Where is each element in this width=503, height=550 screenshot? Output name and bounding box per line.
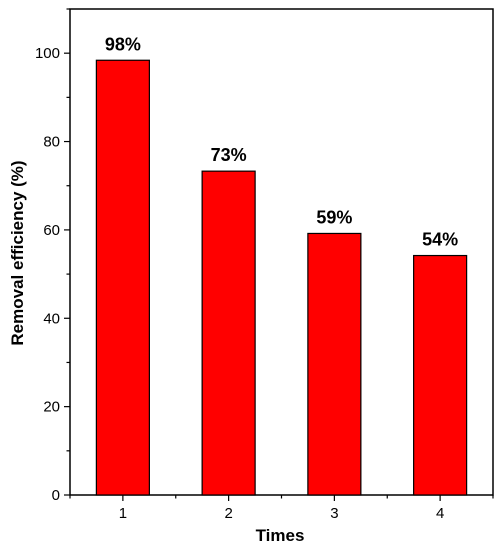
y-axis-title: Removal efficiency (%) (8, 160, 27, 345)
bar-value-label: 73% (211, 145, 247, 165)
y-tick-label: 40 (43, 310, 60, 327)
y-tick-label: 100 (35, 45, 60, 62)
bar-value-label: 54% (422, 230, 458, 250)
bar (201, 170, 256, 496)
x-axis-title: Times (256, 526, 305, 545)
bar (307, 232, 362, 496)
y-tick-label: 20 (43, 399, 60, 416)
bar (413, 254, 468, 496)
y-tick-label: 60 (43, 222, 60, 239)
bar (95, 59, 150, 496)
y-tick-label: 80 (43, 134, 60, 151)
x-tick-label: 3 (330, 505, 338, 522)
y-tick-label: 0 (52, 487, 60, 504)
x-tick-label: 4 (436, 505, 444, 522)
bar-value-label: 98% (105, 34, 141, 54)
x-tick-label: 2 (224, 505, 232, 522)
plot-area: 0 20 40 60 80 100 1 2 3 4 98% 73% 59% 54% (35, 8, 494, 522)
x-tick-label: 1 (119, 505, 127, 522)
bar-value-label: 59% (316, 207, 352, 227)
